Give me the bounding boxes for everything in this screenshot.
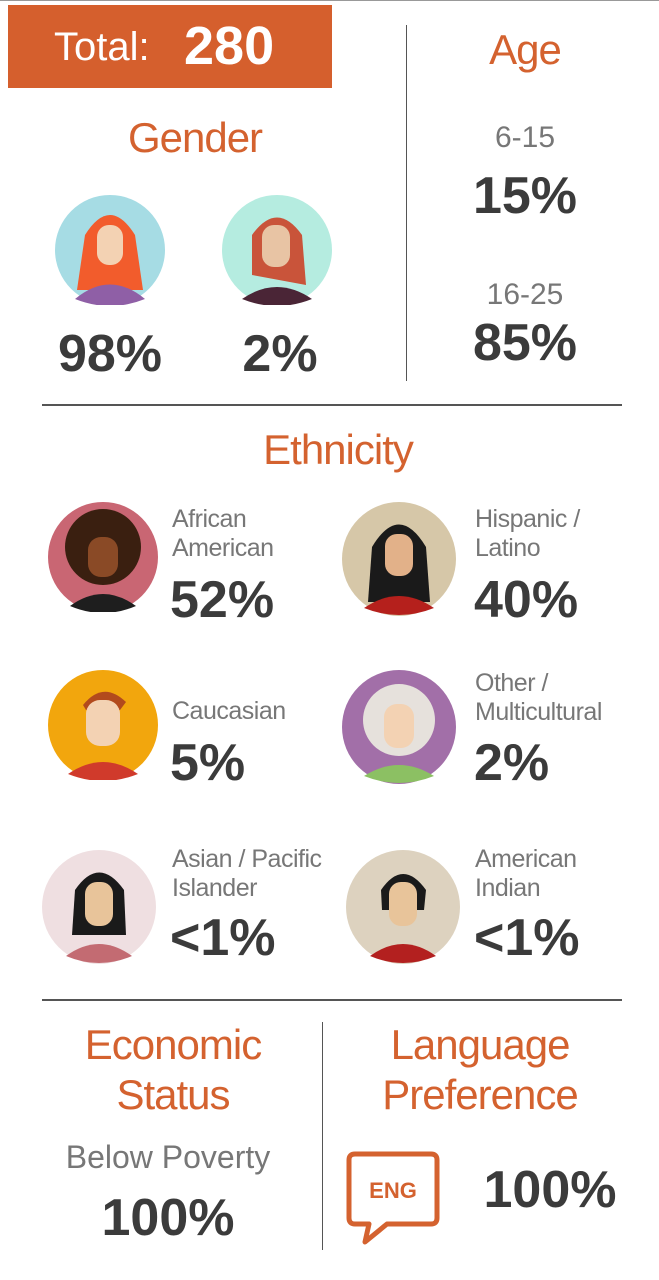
separator [42, 404, 622, 406]
age-range: 16-25 [487, 278, 564, 312]
avatar [48, 502, 158, 612]
ethnicity-label: Asian / Pacific Islander [172, 845, 347, 903]
ethnicity-label: Other / Multicultural [475, 669, 625, 727]
ethnicity-percent: <1% [170, 910, 276, 966]
age-range: 6-15 [495, 121, 555, 155]
ethnicity-percent: 52% [170, 572, 274, 628]
total-value: 280 [184, 15, 274, 77]
age-title: Age [489, 25, 561, 75]
avatar [342, 670, 457, 785]
avatar-female [55, 195, 165, 305]
avatar-female [222, 195, 332, 305]
separator [42, 999, 622, 1001]
total-label: Total: [54, 25, 150, 70]
age-percent: 15% [473, 168, 577, 224]
economic-title: Economic Status [43, 1020, 303, 1120]
ethnicity-label: American Indian [475, 845, 605, 903]
language-title: Language Preference [350, 1020, 610, 1120]
ethnicity-percent: 40% [474, 572, 578, 628]
divider [322, 1022, 323, 1250]
ethnicity-label: Caucasian [172, 697, 322, 726]
total-box: Total: 280 [8, 5, 332, 88]
avatar [342, 502, 457, 617]
age-percent: 85% [473, 326, 577, 360]
page: Demographics {"total": {"label": "Total:… [0, 0, 659, 1280]
gender-percent: 98% [58, 326, 162, 382]
speech-icon: ENG [345, 1148, 445, 1248]
ethnicity-label: African American [172, 505, 302, 563]
divider [406, 25, 407, 381]
gender-title: Gender [128, 113, 262, 163]
economic-label: Below Poverty [66, 1140, 271, 1174]
ethnicity-title: Ethnicity [263, 425, 413, 475]
ethnicity-percent: 5% [170, 735, 245, 791]
avatar [48, 670, 158, 780]
ethnicity-percent: 2% [474, 735, 549, 791]
avatar [346, 850, 461, 965]
language-percent: 100% [484, 1162, 617, 1218]
avatar [42, 850, 157, 965]
ethnicity-label: Hispanic / Latino [475, 505, 615, 563]
frame-top [0, 0, 659, 1]
ethnicity-percent: <1% [474, 910, 580, 966]
infographic: Total: 280 Age 6-15 15% 16-25 85% Gender… [0, 0, 659, 1280]
icon-label: ENG [369, 1178, 417, 1203]
gender-percent: 2% [242, 326, 317, 382]
economic-percent: 100% [102, 1190, 235, 1246]
